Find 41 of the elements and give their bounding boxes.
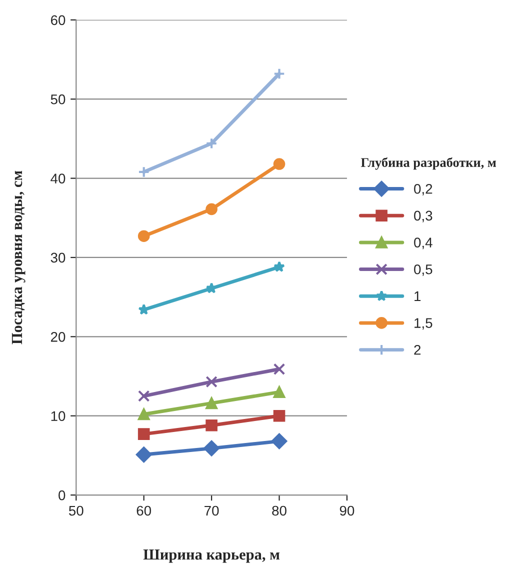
point — [206, 419, 218, 432]
point — [206, 376, 218, 388]
point — [273, 68, 286, 80]
point — [136, 446, 152, 463]
y-tick-label: 40 — [50, 174, 66, 184]
y-tick-label: 60 — [50, 15, 66, 26]
point — [273, 158, 286, 170]
x-axis-title: Ширина карьера, м — [143, 550, 280, 563]
x-tick-label: 50 — [68, 506, 84, 516]
point — [206, 397, 218, 410]
point — [273, 386, 286, 398]
y-tick-label: 20 — [50, 332, 66, 342]
point — [274, 261, 285, 272]
y-tick-label: 0 — [58, 490, 66, 500]
x-tick-label: 70 — [204, 506, 219, 516]
x-tick-label: 80 — [272, 506, 286, 516]
legend-label: 1 — [414, 291, 421, 301]
point — [273, 363, 286, 376]
point — [138, 230, 150, 242]
point — [204, 440, 220, 456]
legend-label: 0,5 — [414, 264, 432, 276]
y-tick-label: 30 — [50, 252, 66, 263]
y-tick-label: 50 — [50, 94, 66, 104]
point — [138, 408, 150, 420]
point — [138, 390, 150, 402]
y-axis-title: Посадка уровня воды, см — [12, 170, 26, 344]
legend-label: 0,4 — [414, 238, 432, 250]
y-tick-label: 10 — [51, 411, 66, 422]
point — [271, 433, 288, 450]
point — [206, 203, 218, 216]
legend-label: 2 — [414, 344, 421, 355]
point — [138, 166, 150, 178]
point — [206, 138, 218, 150]
x-tick-label: 90 — [340, 506, 354, 516]
legend-label: 0,2 — [414, 184, 432, 196]
legend-label: 1,5 — [414, 318, 432, 330]
point — [273, 410, 286, 422]
x-tick-label: 60 — [136, 506, 152, 516]
legend-title: Глубина разработки, м — [360, 157, 496, 170]
point — [138, 428, 150, 440]
legend-label: 0,3 — [414, 210, 432, 222]
